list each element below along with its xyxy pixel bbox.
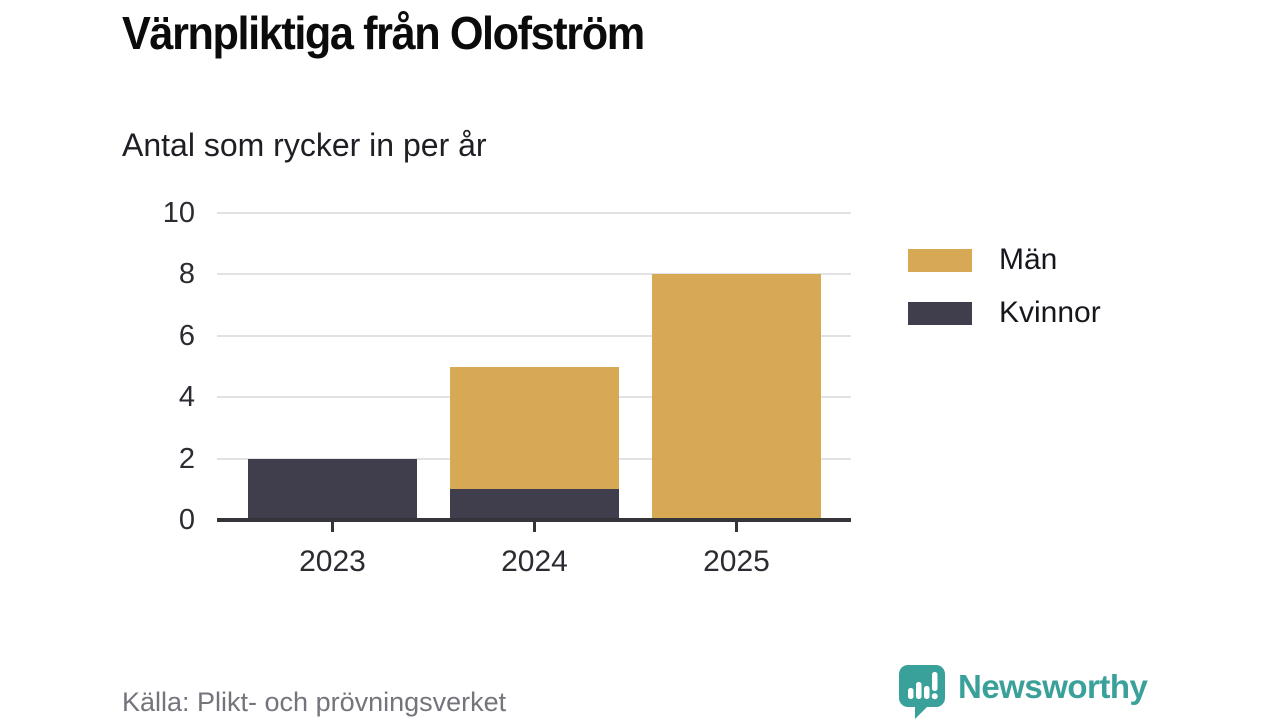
chart-title: Värnpliktiga från Olofström (122, 7, 645, 59)
y-tick-label-6: 6 (178, 319, 195, 352)
y-tick-label-0: 0 (178, 504, 195, 536)
legend-swatch-kvinnor (908, 301, 972, 325)
x-tick-2023 (331, 522, 334, 532)
source-note: Källa: Plikt- och prövningsverket (122, 687, 507, 717)
x-tick-label-2023: 2023 (299, 545, 366, 578)
x-tick-2025 (735, 522, 738, 532)
gridline-y-6 (217, 334, 851, 337)
y-tick-label-2: 2 (178, 442, 195, 475)
gridline-y-8 (217, 273, 851, 276)
legend-swatch-män (908, 248, 972, 272)
legend-label-kvinnor: Kvinnor (999, 296, 1101, 329)
y-tick-label-8: 8 (178, 258, 195, 291)
legend-row-män: Män (908, 245, 1101, 275)
x-tick-2024 (533, 522, 536, 532)
legend: Män Kvinnor (908, 245, 1101, 351)
x-axis-line (217, 518, 851, 522)
plot-area: 2023 2024 2025 (217, 212, 851, 578)
brand-logo: Newsworthy (897, 663, 1148, 719)
y-tick-label-10: 10 (162, 197, 195, 229)
bar-2024-kvinnor (450, 489, 619, 520)
y-tick-label-4: 4 (178, 381, 195, 414)
bar-2023-kvinnor (248, 458, 417, 520)
bar-2024-män (450, 366, 619, 490)
chart-subtitle: Antal som rycker in per år (122, 127, 487, 163)
y-axis-tick-labels: 0 2 4 6 8 10 (122, 199, 195, 535)
bar-2025-män (652, 274, 821, 520)
legend-label-män: Män (999, 243, 1058, 276)
gridline-y-10 (217, 212, 851, 214)
brand-wordmark: Newsworthy (958, 668, 1148, 705)
x-tick-label-2025: 2025 (703, 545, 770, 578)
legend-row-kvinnor: Kvinnor (908, 298, 1101, 328)
newsworthy-icon (899, 665, 945, 719)
x-tick-label-2024: 2024 (501, 545, 568, 578)
